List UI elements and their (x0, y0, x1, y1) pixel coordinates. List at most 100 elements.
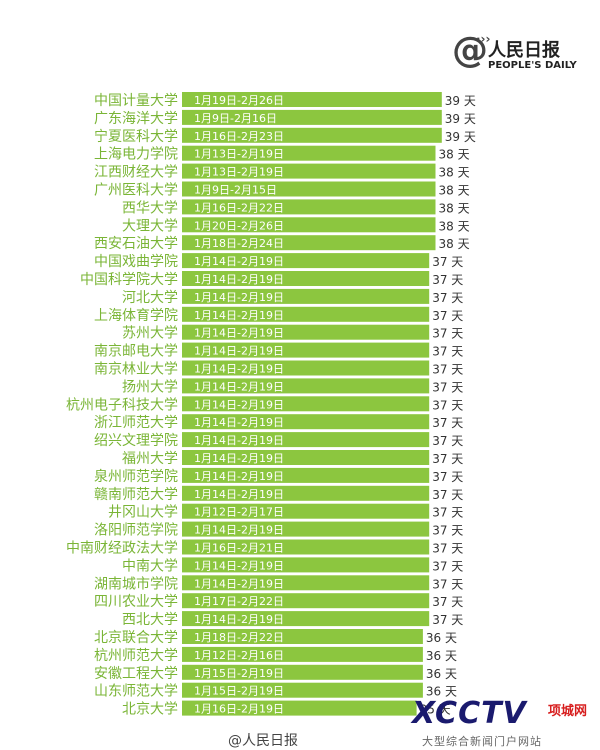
value-label: 37 天 (432, 542, 463, 556)
period-label: 1月12日-2月17日 (194, 506, 284, 519)
bar (182, 109, 442, 125)
category-label: 安徽工程大学 (94, 666, 178, 682)
bar (182, 342, 430, 358)
site-slogan-watermark: 大型综合新闻门户网站 (422, 735, 542, 748)
bar (182, 145, 436, 161)
period-label: 1月14日-2月19日 (194, 380, 284, 393)
value-label: 38 天 (439, 166, 470, 180)
value-label: 39 天 (445, 130, 476, 144)
bar (182, 360, 430, 376)
value-label: 37 天 (432, 363, 463, 377)
period-label: 1月14日-2月19日 (194, 613, 284, 626)
period-label: 1月14日-2月19日 (194, 488, 284, 501)
bar (182, 306, 430, 322)
category-label: 北京大学 (122, 702, 178, 718)
period-label: 1月15日-2月19日 (194, 667, 284, 680)
category-label: 杭州电子科技大学 (66, 397, 178, 413)
category-label: 南京林业大学 (94, 362, 178, 378)
period-label: 1月12日-2月16日 (194, 649, 284, 662)
bar (182, 199, 436, 215)
bar (182, 181, 436, 197)
period-label: 1月13日-2月19日 (194, 148, 284, 161)
category-label: 浙江师范大学 (94, 414, 178, 431)
xiangcheng-brand-watermark: 项城网 (548, 704, 588, 719)
category-label: 大理大学 (122, 218, 178, 234)
bar (182, 92, 442, 107)
period-label: 1月9日-2月15日 (194, 184, 277, 197)
category-label: 中国计量大学 (94, 93, 178, 109)
period-label: 1月14日-2月19日 (194, 255, 284, 268)
period-label: 1月14日-2月19日 (194, 327, 284, 340)
category-label: 井冈山大学 (108, 505, 178, 521)
bar (182, 503, 430, 519)
bar (182, 127, 442, 143)
value-label: 37 天 (432, 380, 463, 394)
category-label: 中南财经政法大学 (66, 541, 178, 557)
value-label: 37 天 (432, 291, 463, 305)
period-label: 1月14日-2月19日 (194, 398, 284, 411)
value-label: 36 天 (426, 649, 457, 663)
bar (182, 450, 430, 465)
value-label: 37 天 (432, 327, 463, 341)
value-label: 37 天 (432, 398, 463, 412)
category-label: 苏州大学 (122, 326, 178, 342)
period-label: 1月13日-2月19日 (194, 166, 284, 179)
bar (182, 611, 430, 627)
period-label: 1月14日-2月19日 (194, 434, 284, 447)
period-label: 1月9日-2月16日 (194, 112, 277, 125)
logo-wave-icon: ·›› (476, 32, 491, 46)
value-label: 37 天 (432, 345, 463, 359)
bar (182, 593, 430, 609)
category-label: 杭州师范大学 (94, 647, 178, 664)
bar (182, 271, 430, 286)
period-label: 1月15日-2月19日 (194, 685, 284, 698)
value-label: 37 天 (432, 452, 463, 466)
category-label: 广东海洋大学 (94, 111, 178, 127)
value-label: 37 天 (432, 434, 463, 448)
category-label: 南京邮电大学 (94, 344, 178, 360)
category-label: 四川农业大学 (94, 594, 178, 610)
value-label: 38 天 (439, 237, 470, 251)
value-label: 37 天 (432, 613, 463, 627)
period-label: 1月14日-2月19日 (194, 577, 284, 590)
value-label: 37 天 (432, 470, 463, 484)
bar (182, 700, 417, 716)
xcctv-watermark: XCCTV (412, 696, 527, 731)
value-label: 39 天 (445, 94, 476, 108)
bar (182, 253, 430, 269)
category-label: 山东师范大学 (94, 683, 178, 700)
peoples-daily-logo: @ ·›› 人民日报 PEOPLE'S DAILY (452, 30, 592, 76)
bar (182, 414, 430, 430)
value-label: 37 天 (432, 255, 463, 269)
value-label: 36 天 (426, 685, 457, 699)
bar (182, 539, 430, 555)
value-label: 38 天 (439, 201, 470, 215)
weibo-watermark: @人民日报 (228, 733, 298, 749)
bar (182, 235, 436, 251)
period-label: 1月14日-2月19日 (194, 345, 284, 358)
bar (182, 467, 430, 483)
period-label: 1月14日-2月19日 (194, 309, 284, 322)
bar (182, 378, 430, 394)
period-label: 1月14日-2月19日 (194, 416, 284, 429)
period-label: 1月16日-2月22日 (194, 201, 284, 214)
value-label: 38 天 (439, 148, 470, 162)
value-label: 37 天 (432, 309, 463, 323)
period-label: 1月18日-2月22日 (194, 631, 284, 644)
period-label: 1月17日-2月22日 (194, 595, 284, 608)
bar (182, 682, 423, 698)
category-label: 西华大学 (122, 200, 178, 216)
value-label: 38 天 (439, 219, 470, 233)
period-label: 1月14日-2月19日 (194, 452, 284, 465)
category-label: 上海体育学院 (94, 308, 178, 324)
value-label: 35 天 (420, 703, 451, 717)
value-label: 39 天 (445, 112, 476, 126)
category-label: 扬州大学 (122, 379, 178, 395)
category-label: 中国戏曲学院 (94, 254, 178, 270)
period-label: 1月20日-2月26日 (194, 219, 284, 232)
bar (182, 629, 423, 644)
value-label: 37 天 (432, 488, 463, 502)
logo-cn-text: 人民日报 (488, 40, 560, 61)
category-label: 河北大学 (122, 290, 178, 306)
